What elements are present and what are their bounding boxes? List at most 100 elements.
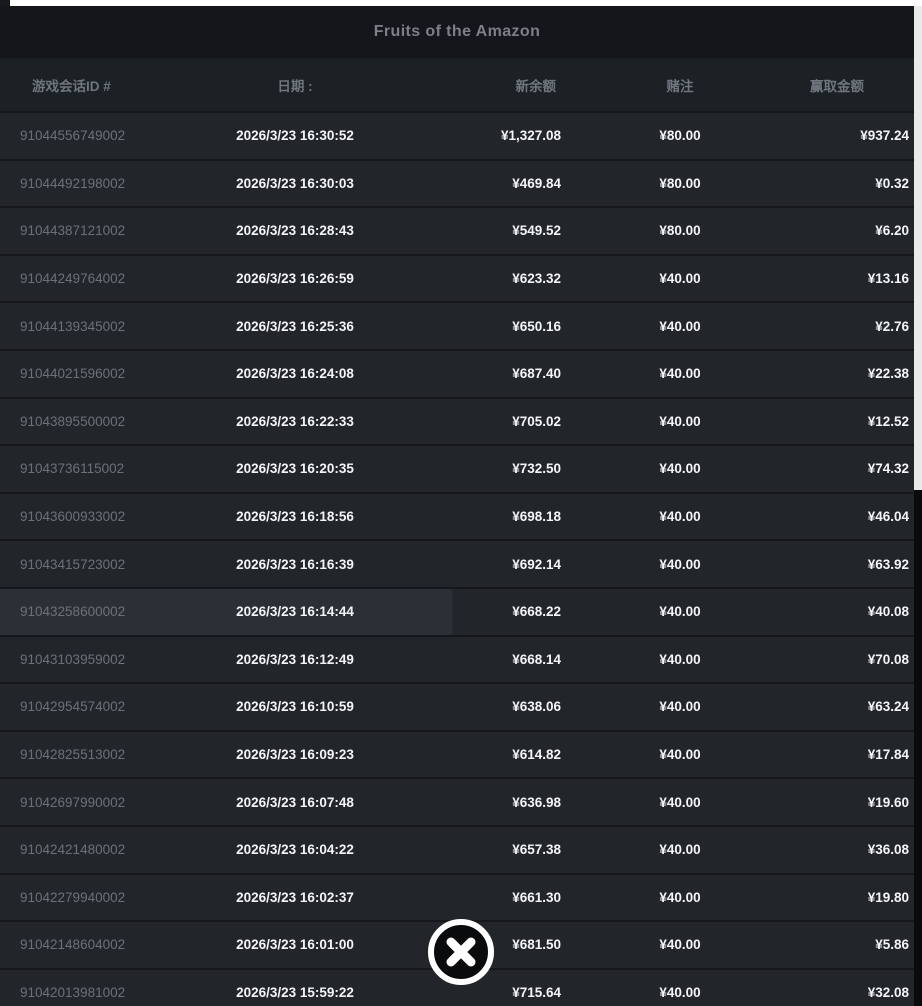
win-amount-cell: ¥0.32 (875, 175, 909, 191)
new-balance-cell: ¥657.38 (512, 842, 561, 858)
table-row[interactable]: 91042697990002 2026/3/23 16:07:48 ¥636.9… (0, 777, 914, 825)
bet-cell: ¥40.00 (659, 318, 701, 334)
scrollbar-thumb[interactable] (914, 6, 922, 490)
table-row[interactable]: 91043103959002 2026/3/23 16:12:49 ¥668.1… (0, 634, 914, 683)
table-row[interactable]: 91042954574002 2026/3/23 16:10:59 ¥638.0… (0, 682, 914, 730)
table-header-row: 游戏会话ID # 日期 : 新余额 赌注 赢取金额 (0, 58, 914, 111)
date-cell: 2026/3/23 16:24:08 (236, 366, 354, 382)
new-balance-cell: ¥692.14 (512, 556, 561, 572)
win-amount-cell: ¥937.24 (860, 128, 909, 144)
column-header-bet: 赌注 (666, 78, 694, 94)
new-balance-cell: ¥623.32 (512, 271, 561, 287)
bet-cell: ¥40.00 (659, 699, 701, 715)
bet-cell: ¥40.00 (659, 509, 701, 525)
date-cell: 2026/3/23 16:14:44 (236, 604, 354, 620)
modal-titlebar: Fruits of the Amazon (0, 6, 914, 58)
win-amount-cell: ¥63.92 (867, 556, 909, 572)
table-row[interactable]: 91042825513002 2026/3/23 16:09:23 ¥614.8… (0, 729, 914, 778)
bet-cell: ¥40.00 (659, 556, 701, 572)
table-row[interactable]: 91043736115002 2026/3/23 16:20:35 ¥732.5… (0, 444, 914, 492)
new-balance-cell: ¥661.30 (512, 889, 561, 905)
win-amount-cell: ¥74.32 (867, 461, 909, 477)
session-id-cell: 91044387121002 (20, 223, 126, 239)
new-balance-cell: ¥687.40 (512, 366, 561, 382)
win-amount-cell: ¥6.20 (875, 223, 909, 239)
session-id-cell: 91042825513002 (20, 747, 126, 763)
win-amount-cell: ¥46.04 (867, 509, 909, 525)
win-amount-cell: ¥32.08 (867, 984, 909, 1000)
bet-cell: ¥40.00 (659, 889, 701, 905)
column-header-win-amount: 赢取金额 (810, 78, 864, 94)
date-cell: 2026/3/23 16:26:59 (236, 271, 354, 287)
session-id-cell: 91043258600002 (20, 604, 126, 620)
bet-cell: ¥40.00 (659, 747, 701, 763)
win-amount-cell: ¥2.76 (875, 318, 909, 334)
date-cell: 2026/3/23 16:04:22 (236, 842, 354, 858)
game-title: Fruits of the Amazon (373, 23, 541, 40)
new-balance-cell: ¥705.02 (512, 413, 561, 429)
session-id-cell: 91042697990002 (20, 794, 126, 810)
win-amount-cell: ¥70.08 (867, 651, 909, 667)
new-balance-cell: ¥650.16 (512, 318, 561, 334)
table-row[interactable]: 91042421480002 2026/3/23 16:04:22 ¥657.3… (0, 824, 914, 873)
table-row[interactable]: 91044492198002 2026/3/23 16:30:03 ¥469.8… (0, 158, 914, 207)
table-row[interactable]: 91044556749002 2026/3/23 16:30:52 ¥1,327… (0, 111, 914, 159)
win-amount-cell: ¥13.16 (867, 271, 909, 287)
bet-cell: ¥40.00 (659, 604, 701, 620)
bet-cell: ¥80.00 (659, 128, 701, 144)
session-id-cell: 91043736115002 (20, 461, 125, 477)
date-cell: 2026/3/23 16:30:52 (236, 128, 354, 144)
bet-cell: ¥40.00 (659, 937, 701, 953)
win-amount-cell: ¥22.38 (867, 366, 909, 382)
table-body: 91044556749002 2026/3/23 16:30:52 ¥1,327… (0, 111, 914, 1006)
new-balance-cell: ¥668.14 (512, 651, 561, 667)
close-icon (428, 919, 494, 985)
date-cell: 2026/3/23 16:02:37 (236, 889, 354, 905)
date-cell: 2026/3/23 16:01:00 (236, 937, 354, 953)
session-id-cell: 91044556749002 (20, 128, 126, 144)
table-row[interactable]: 91044021596002 2026/3/23 16:24:08 ¥687.4… (0, 348, 914, 397)
scrollbar-track[interactable] (914, 0, 922, 1006)
date-cell: 2026/3/23 16:22:33 (236, 413, 354, 429)
column-header-new-balance: 新余额 (515, 78, 557, 94)
session-id-cell: 91043895500002 (20, 413, 126, 429)
date-cell: 2026/3/23 16:28:43 (236, 223, 354, 239)
game-history-modal: Fruits of the Amazon 游戏会话ID # 日期 : 新余额 赌… (0, 6, 914, 1006)
bet-cell: ¥80.00 (659, 175, 701, 191)
session-id-cell: 91043600933002 (20, 509, 126, 525)
bet-cell: ¥40.00 (659, 271, 701, 287)
session-id-cell: 91044139345002 (20, 318, 126, 334)
win-amount-cell: ¥19.60 (867, 794, 909, 810)
table-row[interactable]: 91043258600002 2026/3/23 16:14:44 ¥668.2… (0, 586, 914, 635)
win-amount-cell: ¥17.84 (867, 747, 909, 763)
date-cell: 2026/3/23 16:09:23 (236, 747, 354, 763)
session-id-cell: 91044249764002 (20, 271, 126, 287)
session-id-cell: 91043415723002 (20, 556, 126, 572)
new-balance-cell: ¥638.06 (512, 699, 561, 715)
table-row[interactable]: 91042279940002 2026/3/23 16:02:37 ¥661.3… (0, 872, 914, 921)
session-id-cell: 91043103959002 (20, 651, 126, 667)
session-id-cell: 91042148604002 (20, 937, 126, 953)
table-row[interactable]: 91043415723002 2026/3/23 16:16:39 ¥692.1… (0, 539, 914, 587)
win-amount-cell: ¥36.08 (867, 842, 909, 858)
table-row[interactable]: 91044387121002 2026/3/23 16:28:43 ¥549.5… (0, 206, 914, 254)
new-balance-cell: ¥668.22 (512, 604, 561, 620)
table-row[interactable]: 91044249764002 2026/3/23 16:26:59 ¥623.3… (0, 253, 914, 302)
session-id-cell: 91042013981002 (20, 984, 126, 1000)
table-row[interactable]: 91043600933002 2026/3/23 16:18:56 ¥698.1… (0, 491, 914, 540)
bet-cell: ¥40.00 (659, 794, 701, 810)
date-cell: 2026/3/23 16:12:49 (236, 651, 354, 667)
session-id-cell: 91044492198002 (20, 175, 126, 191)
table-row[interactable]: 91043895500002 2026/3/23 16:22:33 ¥705.0… (0, 396, 914, 445)
column-header-session-id: 游戏会话ID # (32, 78, 111, 94)
new-balance-cell: ¥715.64 (512, 984, 561, 1000)
bet-cell: ¥40.00 (659, 651, 701, 667)
win-amount-cell: ¥40.08 (867, 604, 909, 620)
table-row[interactable]: 91044139345002 2026/3/23 16:25:36 ¥650.1… (0, 301, 914, 349)
close-button[interactable] (428, 919, 494, 985)
session-id-cell: 91042421480002 (20, 842, 126, 858)
bet-cell: ¥40.00 (659, 984, 701, 1000)
date-cell: 2026/3/23 16:30:03 (236, 175, 354, 191)
session-id-cell: 91042954574002 (20, 699, 126, 715)
new-balance-cell: ¥636.98 (512, 794, 561, 810)
